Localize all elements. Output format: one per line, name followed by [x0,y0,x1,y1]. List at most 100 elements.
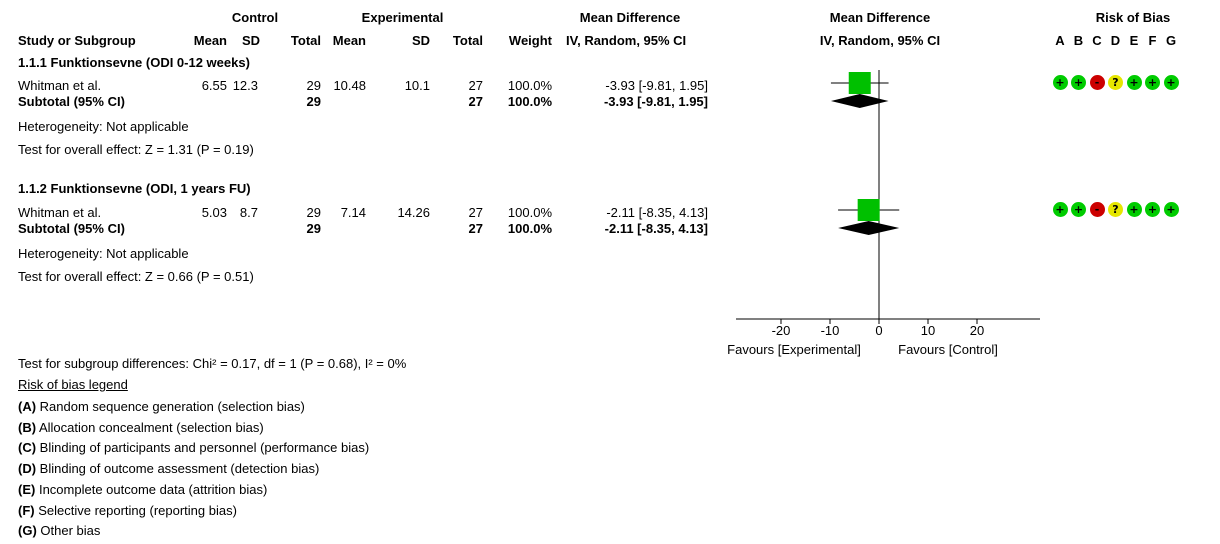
study-control-mean: 6.55 [201,78,227,93]
study-weight-square [857,199,880,221]
rob-letter: C [1092,33,1102,48]
rob-dot: + [1126,75,1142,90]
overall-effect-text: Test for overall effect: Z = 1.31 (P = 0… [18,142,254,157]
rob-dot: - [1089,202,1105,217]
rob-legend-text: Selective reporting (reporting bias) [34,502,237,518]
subtotal-label: Subtotal (95% CI) [18,221,125,236]
rob-letter: G [1165,33,1177,48]
rob-letter: B [1073,33,1084,48]
subtotal-weight: 100.0% [507,221,552,236]
study-control-mean: 5.03 [201,205,227,220]
header-control-total: Total [290,33,321,48]
study-control-sd: 12.3 [232,78,258,93]
x-tick-label: 20 [970,323,984,338]
study-exp-mean: 7.14 [340,205,366,220]
rob-legend-item: (G) Other bias [18,523,100,539]
rob-letter: E [1129,33,1139,48]
study-ci: -3.93 [-9.81, 1.95] [605,78,708,93]
rob-legend-item: (D) Blinding of outcome assessment (dete… [18,461,319,477]
rob-dot: + [1145,75,1160,90]
study-exp-mean: 10.48 [333,78,366,93]
subtotal-control-total: 29 [306,94,321,109]
subtotal-weight: 100.0% [507,94,552,109]
subtotal-diamond [838,221,900,235]
study-ci: -2.11 [-8.35, 4.13] [606,205,708,220]
rob-letter: A [1055,33,1065,48]
subtotal-exp-total: 27 [468,94,483,109]
rob-dot: + [1145,202,1160,217]
subtotal-diamond [830,94,889,108]
rob-dot: - [1089,75,1105,90]
rob-dot: ? [1108,202,1123,217]
study-exp-total: 27 [468,78,483,93]
rob-letter: D [1110,33,1121,48]
rob-dot: + [1052,75,1068,90]
rob-legend-text: Blinding of outcome assessment (detectio… [36,461,320,477]
subgroup-title: 1.1.2 Funktionsevne (ODI, 1 years FU) [18,181,251,196]
rob-legend-letter: (G) [18,523,37,539]
subtotal-ci: -3.93 [-9.81, 1.95] [603,94,708,109]
heterogeneity-text: Heterogeneity: Not applicable [18,119,189,134]
rob-dot: + [1071,202,1086,217]
rob-legend-letter: (F) [18,502,35,518]
rob-dot: + [1163,202,1179,217]
favours-left-label: Favours [Experimental] [727,342,861,357]
rob-dot: ? [1108,75,1123,90]
favours-right-label: Favours [Control] [898,342,998,357]
rob-dot: + [1071,75,1086,90]
rob-legend-item: (C) Blinding of participants and personn… [18,440,369,456]
study-exp-sd: 10.1 [404,78,430,93]
subtotal-exp-total: 27 [468,221,483,236]
overall-effect-text: Test for overall effect: Z = 0.66 (P = 0… [18,269,254,284]
x-tick-label: 10 [921,323,935,338]
header-risk-of-bias: Risk of Bias [1095,10,1171,25]
rob-letter: F [1148,33,1157,48]
header-exp-sd: SD [411,33,430,48]
x-tick-label: -20 [772,323,791,338]
rob-legend-title: Risk of bias legend [18,377,128,392]
study-control-sd: 8.7 [239,205,258,220]
header-experimental: Experimental [361,10,444,25]
rob-legend-letter: (C) [18,440,37,456]
rob-dot: + [1126,202,1142,217]
study-name: Whitman et al. [18,205,102,220]
rob-legend-item: (A) Random sequence generation (selectio… [18,399,305,415]
rob-legend-item: (E) Incomplete outcome data (attrition b… [18,482,267,498]
rob-legend-text: Blinding of participants and personnel (… [36,440,370,456]
header-method-plot: IV, Random, 95% CI [819,33,941,48]
header-mean-difference-plot: Mean Difference [829,10,931,25]
rob-legend-letter: (D) [18,461,37,477]
x-tick-label: 0 [875,323,882,338]
rob-legend-letter: (B) [18,419,37,435]
rob-legend-text: Allocation concealment (selection bias) [36,419,264,435]
rob-legend-item: (F) Selective reporting (reporting bias) [18,503,237,519]
rob-legend-item: (B) Allocation concealment (selection bi… [18,420,264,436]
subtotal-label: Subtotal (95% CI) [18,94,125,109]
heterogeneity-text: Heterogeneity: Not applicable [18,246,189,261]
study-name: Whitman et al. [18,78,102,93]
rob-legend-letter: (E) [18,481,36,497]
subtotal-ci: -2.11 [-8.35, 4.13] [604,221,708,236]
study-exp-total: 27 [468,205,483,220]
study-control-total: 29 [306,205,321,220]
rob-legend-letter: (A) [18,399,37,414]
header-control-mean: Mean [193,33,227,48]
header-study-or-subgroup: Study or Subgroup [18,33,136,48]
rob-legend-text: Incomplete outcome data (attrition bias) [35,481,268,497]
header-method: IV, Random, 95% CI [566,33,687,48]
rob-legend-text: Other bias [36,523,101,539]
header-mean-difference: Mean Difference [579,10,681,25]
header-exp-total: Total [452,33,483,48]
study-weight: 100.0% [507,205,552,220]
rob-dot: + [1163,75,1179,90]
subgroup-differences-text: Test for subgroup differences: Chi² = 0.… [18,356,407,371]
header-exp-mean: Mean [332,33,366,48]
study-weight-square [848,72,871,94]
x-tick-label: -10 [821,323,840,338]
study-control-total: 29 [306,78,321,93]
header-control-sd: SD [241,33,260,48]
study-weight: 100.0% [507,78,552,93]
header-weight: Weight [508,33,552,48]
study-exp-sd: 14.26 [397,205,430,220]
